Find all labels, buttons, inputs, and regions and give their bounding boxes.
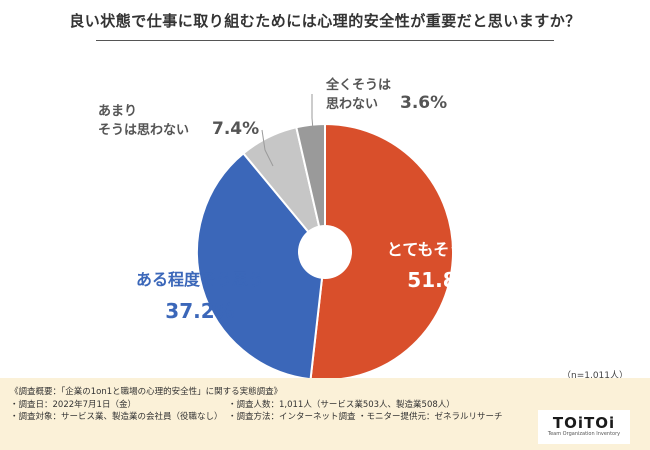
slice-strongly-agree xyxy=(309,122,454,378)
slice-label-not-really-line2: そうは思わない xyxy=(98,123,189,138)
donut-chart: とてもそう思う 51.8% ある程度そう思う 37.2% あまり そうは思わない… xyxy=(98,77,497,378)
slice-value-not-at-all: 3.6% xyxy=(400,93,447,113)
slice-label-not-at-all-line1: 全くそうは xyxy=(325,77,391,93)
slice-value-somewhat-agree: 37.2% xyxy=(165,299,234,323)
title-underline xyxy=(96,40,554,41)
survey-method: ・調査方法：インターネット調査 xyxy=(228,412,356,422)
sample-size-note: （n=1,011人） xyxy=(561,371,628,381)
slice-somewhat-agree xyxy=(195,151,327,378)
survey-details: 《調査概要：「企業の1on1と職場の心理的安全性」に関する実態調査》 ・調査日：… xyxy=(10,386,510,424)
leader-line-not-really xyxy=(261,129,274,167)
survey-provider: ・モニター提供元：ゼネラルリサーチ xyxy=(358,412,503,422)
survey-respondents: ・調査人数：1,011人（サービス業503人、製造業508人） xyxy=(228,399,455,410)
slice-value-not-really: 7.4% xyxy=(212,119,259,139)
pie-slices xyxy=(195,122,454,378)
donut-hole xyxy=(298,225,352,279)
chart-title: 良い状態で仕事に取り組むためには心理的安全性が重要だと思いますか？ xyxy=(69,12,581,30)
slice-value-strongly-agree: 51.8% xyxy=(407,268,476,292)
slice-label-not-really-line1: あまり xyxy=(98,104,137,119)
brand-logo-box: TOiTOi Team Organization Inventory xyxy=(538,410,630,444)
slice-label-not-at-all-line2: 思わない xyxy=(326,97,378,112)
leader-line-not-at-all xyxy=(311,94,315,143)
survey-footer: 《調査概要：「企業の1on1と職場の心理的安全性」に関する実態調査》 ・調査日：… xyxy=(0,378,650,450)
slice-not-at-all xyxy=(295,122,326,253)
brand-tagline: Team Organization Inventory xyxy=(547,431,621,437)
slice-label-strongly-agree: とてもそう思う xyxy=(387,240,497,259)
slice-label-somewhat-agree: ある程度そう思う xyxy=(136,270,264,289)
survey-overview: 《調査概要：「企業の1on1と職場の心理的安全性」に関する実態調査》 xyxy=(10,387,283,397)
survey-date: ・調査日：2022年7月1日（金） xyxy=(10,399,136,410)
survey-target: ・調査対象：サービス業、製造業の会社員（役職なし） xyxy=(10,412,223,422)
brand-logo: TOiTOi xyxy=(552,414,616,432)
